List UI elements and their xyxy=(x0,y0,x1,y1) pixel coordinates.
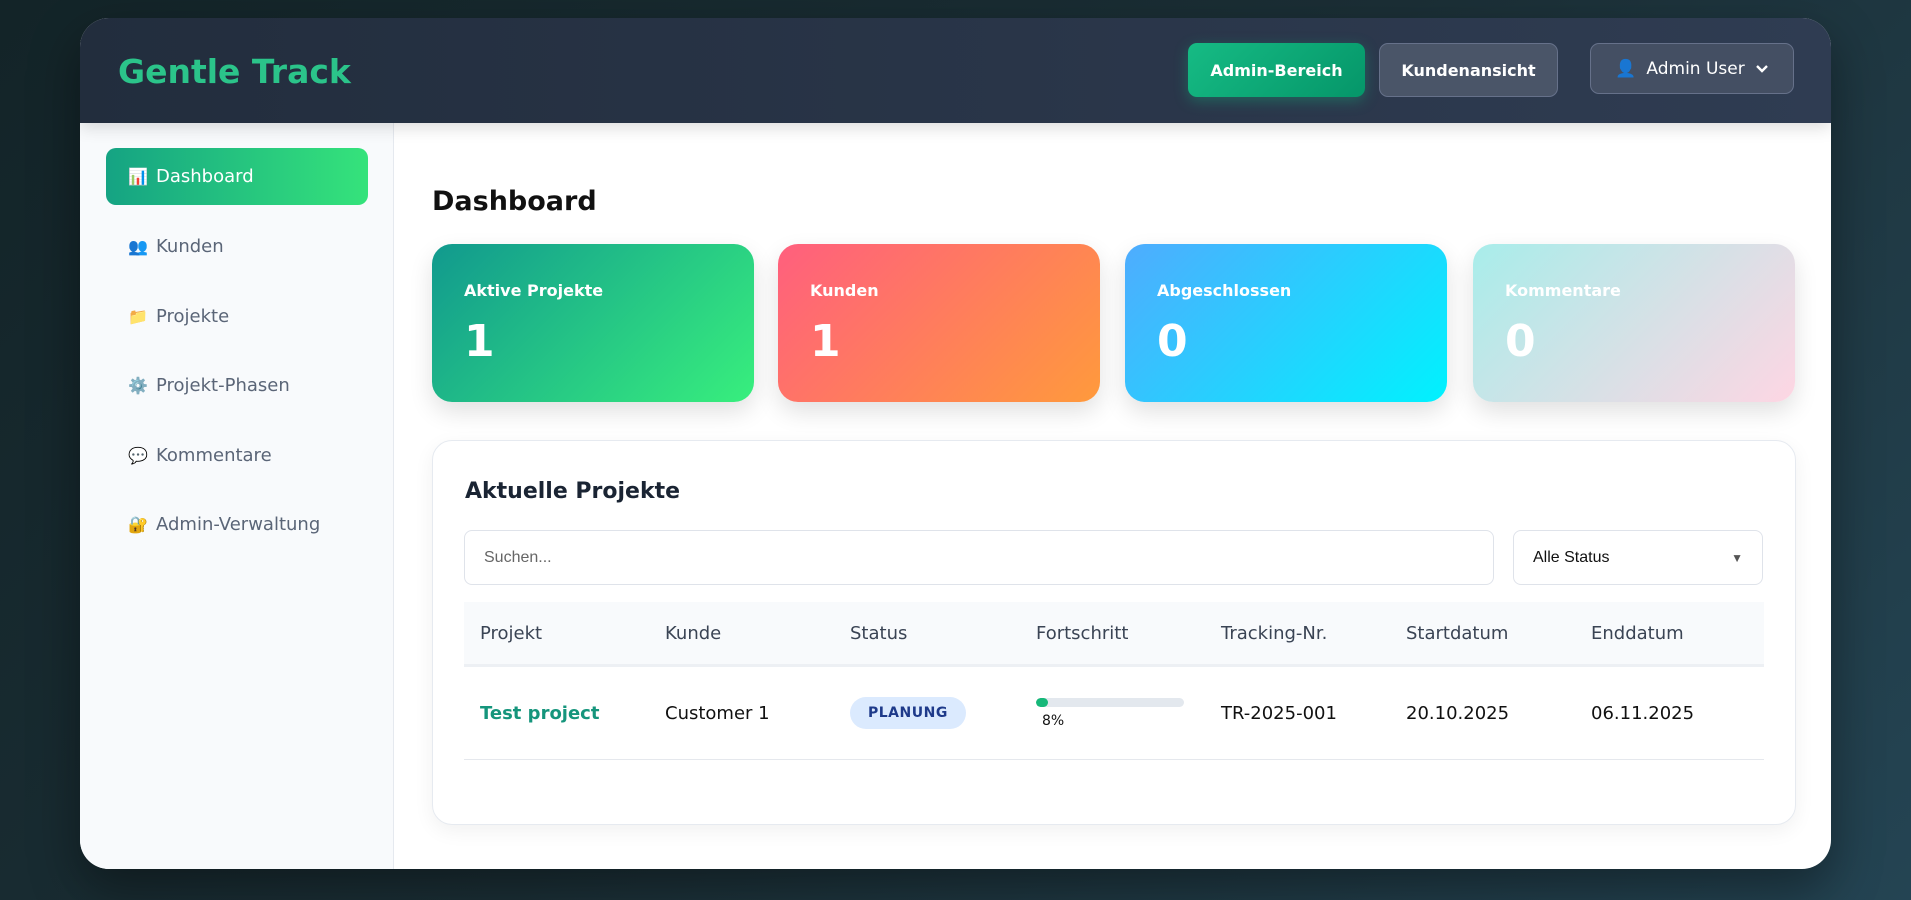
progress-fill xyxy=(1036,697,1048,707)
customer-view-button[interactable]: Kundenansicht xyxy=(1379,43,1558,97)
stat-label: Aktive Projekte xyxy=(464,281,604,300)
user-name: Admin User xyxy=(1646,58,1745,79)
top-header: Gentle Track Admin-Bereich Kundenansicht… xyxy=(80,18,1831,123)
search-input[interactable] xyxy=(464,530,1494,585)
chevron-down-icon xyxy=(1755,64,1768,73)
sidebar-item-admin-verwaltung[interactable]: 🔐 Admin-Verwaltung xyxy=(106,496,368,553)
sidebar-item-projekt-phasen[interactable]: ⚙️ Projekt-Phasen xyxy=(106,357,368,414)
select-value: Alle Status xyxy=(1533,548,1610,566)
user-icon: 👤 xyxy=(1615,58,1637,79)
stat-value: 1 xyxy=(464,316,495,367)
status-filter-select[interactable]: Alle Status ▼ xyxy=(1513,530,1763,585)
sidebar-item-label: Kunden xyxy=(156,236,224,257)
admin-area-button[interactable]: Admin-Bereich xyxy=(1188,43,1365,97)
end-date-cell: 06.11.2025 xyxy=(1591,702,1695,724)
sidebar-item-dashboard[interactable]: 📊 Dashboard xyxy=(106,148,368,205)
stat-value: 1 xyxy=(810,316,841,367)
stat-label: Abgeschlossen xyxy=(1157,281,1292,300)
progress-label: 8% xyxy=(1042,712,1065,729)
users-icon: 👥 xyxy=(128,237,148,256)
page-title: Dashboard xyxy=(432,186,597,217)
column-header[interactable]: Kunde xyxy=(665,622,722,644)
start-date-cell: 20.10.2025 xyxy=(1406,702,1510,724)
column-header[interactable]: Startdatum xyxy=(1406,622,1509,644)
sidebar-item-label: Projekt-Phasen xyxy=(156,375,290,396)
column-header[interactable]: Status xyxy=(850,622,908,644)
sidebar-item-kunden[interactable]: 👥 Kunden xyxy=(106,218,368,275)
sidebar-item-label: Projekte xyxy=(156,306,230,327)
stat-label: Kunden xyxy=(810,281,879,300)
lock-icon: 🔐 xyxy=(128,515,148,534)
stat-value: 0 xyxy=(1505,316,1536,367)
user-menu-button[interactable]: 👤 Admin User xyxy=(1590,43,1794,94)
speech-bubble-icon: 💬 xyxy=(128,446,148,465)
main-content: Dashboard Aktive Projekte 1 Kunden 1 Abges… xyxy=(394,123,1831,869)
chart-icon: 📊 xyxy=(128,167,148,186)
sidebar-item-label: Dashboard xyxy=(156,166,254,187)
tracking-cell: TR-2025-001 xyxy=(1221,702,1337,724)
app-window: Gentle Track Admin-Bereich Kundenansicht… xyxy=(80,18,1831,869)
stat-value: 0 xyxy=(1157,316,1188,367)
recent-projects-panel: Aktuelle Projekte Alle Status ▼ Projekt K… xyxy=(432,440,1796,825)
section-title: Aktuelle Projekte xyxy=(465,479,681,504)
stat-card-active-projects: Aktive Projekte 1 xyxy=(432,244,754,402)
sidebar-item-label: Kommentare xyxy=(156,445,272,466)
sidebar-item-label: Admin-Verwaltung xyxy=(156,514,321,535)
sidebar-item-projekte[interactable]: 📁 Projekte xyxy=(106,288,368,345)
status-badge: PLANUNG xyxy=(850,697,966,729)
column-header[interactable]: Fortschritt xyxy=(1036,622,1129,644)
table-header: Projekt Kunde Status Fortschritt Trackin… xyxy=(464,602,1764,667)
stat-label: Kommentare xyxy=(1505,281,1621,300)
gear-icon: ⚙️ xyxy=(128,376,148,395)
logo[interactable]: Gentle Track xyxy=(118,52,351,91)
column-header[interactable]: Projekt xyxy=(480,622,543,644)
table-row[interactable]: Test project Customer 1 PLANUNG 8% TR-20… xyxy=(464,667,1764,760)
progress-bar xyxy=(1036,697,1184,707)
progress-cell: 8% xyxy=(1036,667,1184,759)
stat-card-completed: Abgeschlossen 0 xyxy=(1125,244,1447,402)
stat-card-comments: Kommentare 0 xyxy=(1473,244,1795,402)
column-header[interactable]: Enddatum xyxy=(1591,622,1684,644)
sidebar: 📊 Dashboard 👥 Kunden 📁 Projekte ⚙️ Projekt-P… xyxy=(80,123,394,869)
dropdown-arrow-icon: ▼ xyxy=(1731,550,1743,565)
folder-icon: 📁 xyxy=(128,307,148,326)
column-header[interactable]: Tracking-Nr. xyxy=(1221,622,1328,644)
sidebar-item-kommentare[interactable]: 💬 Kommentare xyxy=(106,427,368,484)
stat-card-customers: Kunden 1 xyxy=(778,244,1100,402)
status-cell: PLANUNG xyxy=(850,667,966,759)
project-name-link[interactable]: Test project xyxy=(480,702,600,724)
customer-cell: Customer 1 xyxy=(665,702,770,724)
